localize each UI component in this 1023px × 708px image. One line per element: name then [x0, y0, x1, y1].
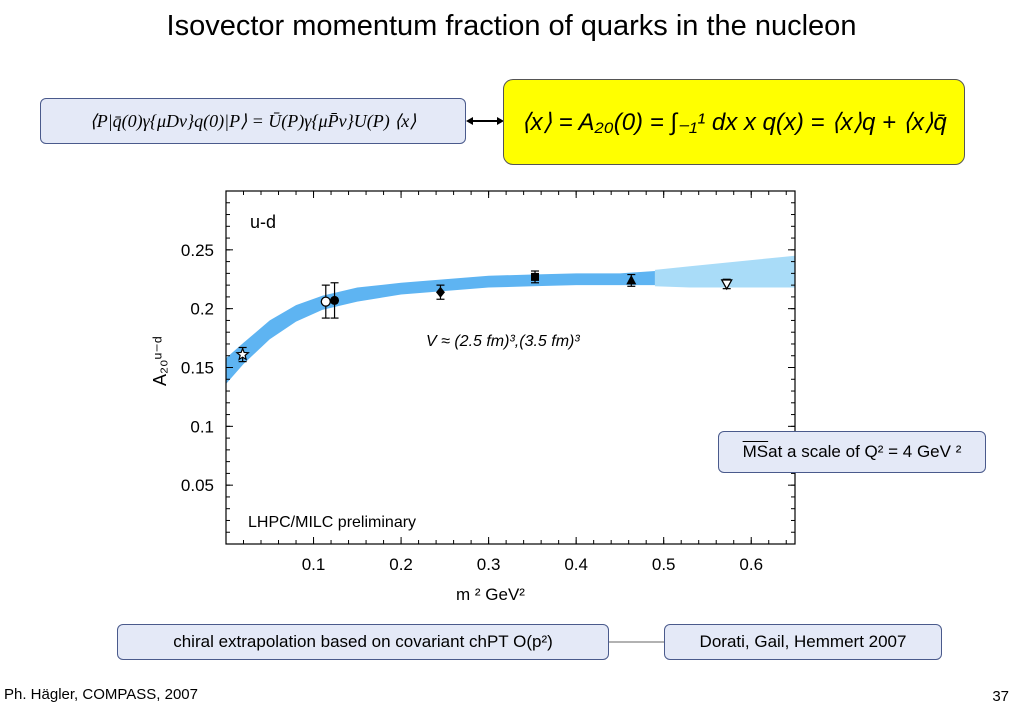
x-tick-label: 0.6 [739, 555, 763, 574]
matrix-element-formula: ⟨P|q̄(0)γ{μDν}q(0)|P⟩ = Ū(P)γ{μP̄ν}U(P) … [40, 98, 466, 144]
reference-text: Dorati, Gail, Hemmert 2007 [699, 632, 907, 651]
chiral-extrapolation-box: chiral extrapolation based on covariant … [117, 624, 609, 660]
data-point [531, 272, 540, 281]
momentum-fraction-formula: ⟨x⟩ = A₂₀(0) = ∫₋₁¹ dx x q(x) = ⟨x⟩q + ⟨… [503, 79, 965, 165]
y-tick-label: 0.2 [190, 300, 214, 319]
momentum-fraction-formula-text: ⟨x⟩ = A₂₀(0) = ∫₋₁¹ dx x q(x) = ⟨x⟩q + ⟨… [521, 108, 947, 136]
y-tick-label: 0.15 [181, 359, 214, 378]
y-axis-label: A₂₀ᵘ⁻ᵈ [150, 336, 170, 386]
x-tick-label: 0.2 [389, 555, 413, 574]
x-tick-label: 0.5 [652, 555, 676, 574]
y-tick-label: 0.25 [181, 241, 214, 260]
x-tick-label: 0.1 [302, 555, 326, 574]
scheme-scale-box: MS at a scale of Q² = 4 GeV ² [718, 431, 986, 473]
data-point [235, 346, 250, 361]
data-point [626, 274, 637, 285]
source-annotation: LHPC/MILC preliminary [248, 514, 416, 531]
scheme-scale-text: at a scale of Q² = 4 GeV ² [768, 442, 962, 461]
reference-box: Dorati, Gail, Hemmert 2007 [664, 624, 942, 660]
data-point [320, 296, 331, 307]
x-axis-label: m ² GeV² [456, 585, 525, 604]
y-tick-label: 0.05 [181, 476, 214, 495]
x-tick-label: 0.4 [564, 555, 588, 574]
connector-line [609, 641, 665, 643]
double-arrow-icon [466, 117, 504, 125]
plot-frame [225, 190, 796, 545]
fit-band-extension [654, 255, 795, 288]
slide-title: Isovector momentum fraction of quarks in… [166, 10, 857, 42]
data-points [235, 270, 733, 363]
page-number: 37 [992, 688, 1009, 705]
plot-label: u-d [250, 212, 276, 232]
y-tick-label: 0.1 [190, 417, 214, 436]
volume-annotation: V ≈ (2.5 fm)³,(3.5 fm)³ [426, 333, 580, 350]
ms-bar-label: MS [742, 442, 769, 461]
data-point [330, 295, 340, 305]
fit-band-layer [226, 255, 795, 384]
data-point [720, 279, 733, 291]
footer-author: Ph. Hägler, COMPASS, 2007 [4, 686, 198, 703]
chiral-extrapolation-text: chiral extrapolation based on covariant … [173, 632, 553, 651]
data-point [435, 286, 445, 298]
x-tick-label: 0.3 [477, 555, 501, 574]
matrix-element-formula-text: ⟨P|q̄(0)γ{μDν}q(0)|P⟩ = Ū(P)γ{μP̄ν}U(P) … [89, 110, 417, 131]
axis-ticks: 0.1 0.2 0.3 0.4 0.5 0.6 0.05 0.1 0.15 0.2 0.25 [181, 191, 795, 574]
